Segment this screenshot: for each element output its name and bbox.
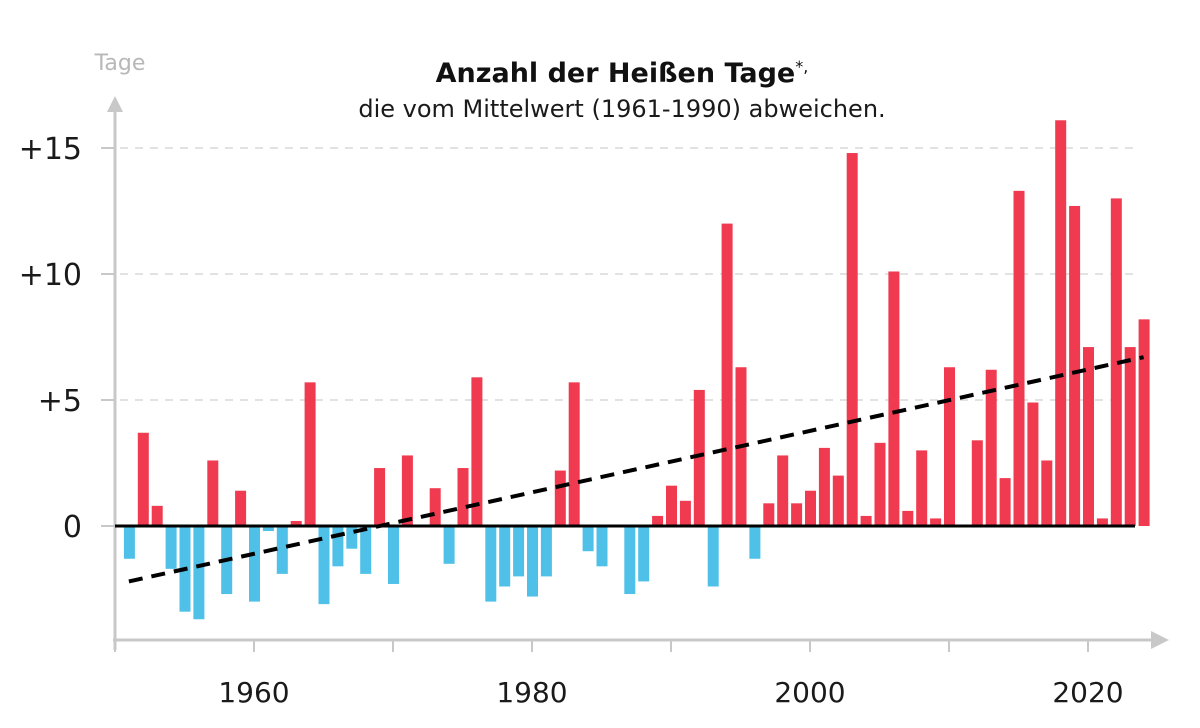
y-tick-label-5: +5 [38, 384, 82, 419]
bar-1969 [374, 468, 386, 526]
bar-2020 [1083, 347, 1094, 526]
bar-2006 [888, 271, 900, 526]
y-axis-label: Tage [94, 51, 146, 76]
bar-1975 [457, 468, 469, 526]
bar-1993 [707, 526, 719, 587]
bar-1980 [527, 526, 538, 597]
y-tick-label-0: 0 [63, 510, 82, 545]
trend-line [128, 355, 1145, 584]
bar-1990 [666, 485, 677, 526]
bar-1977 [485, 526, 497, 602]
y-axis-arrow-icon [107, 96, 123, 112]
bar-1978 [499, 526, 511, 587]
bar-1999 [791, 503, 803, 526]
x-axis-arrow-icon [1151, 631, 1169, 649]
bar-1965 [318, 526, 330, 605]
gridlines [105, 147, 1140, 401]
bar-1976 [471, 377, 483, 526]
chart-title: Anzahl der Heißen Tage*, [436, 57, 809, 89]
bar-1987 [624, 526, 636, 595]
bars [123, 120, 1150, 620]
bar-1985 [596, 526, 608, 567]
bar-1952 [137, 432, 149, 526]
bar-1998 [777, 455, 789, 526]
bar-1988 [638, 526, 650, 582]
bar-2016 [1027, 402, 1039, 526]
chart-title-footnote-mark: *, [795, 57, 808, 76]
bar-2007 [902, 510, 914, 526]
bar-1991 [679, 500, 691, 526]
bar-1989 [652, 515, 664, 526]
bar-1959 [235, 490, 247, 526]
bar-1974 [443, 526, 455, 564]
bar-2004 [860, 515, 872, 526]
bar-1953 [151, 505, 163, 526]
x-tick-label-2020: 2020 [1052, 676, 1123, 709]
bar-2003 [846, 153, 858, 527]
bar-2013 [985, 369, 997, 526]
bar-1981 [540, 526, 552, 577]
bar-1968 [360, 526, 372, 574]
bar-2015 [1013, 190, 1025, 526]
y-tick-label-15: +15 [19, 132, 82, 167]
bar-1962 [276, 526, 288, 574]
bar-2012 [971, 440, 983, 526]
bar-1992 [693, 389, 705, 526]
bar-2010 [944, 367, 955, 526]
bar-1970 [388, 526, 399, 584]
bar-2017 [1041, 460, 1053, 526]
bar-1971 [401, 455, 413, 526]
x-tick-label-1960: 1960 [218, 676, 289, 709]
chart-title-text: Anzahl der Heißen Tage [436, 58, 796, 89]
bar-2023 [1124, 347, 1136, 526]
bar-1956 [193, 526, 205, 620]
bar-1966 [332, 526, 344, 567]
bar-1961 [262, 526, 274, 532]
bar-2009 [930, 518, 942, 526]
bar-1967 [346, 526, 358, 549]
bar-1984 [582, 526, 594, 552]
bar-1996 [749, 526, 761, 559]
bar-1979 [513, 526, 525, 577]
bar-2014 [999, 478, 1011, 526]
bar-2024 [1138, 319, 1150, 526]
x-tick-label-2000: 2000 [774, 676, 845, 709]
x-tick-label-1980: 1980 [496, 676, 567, 709]
bar-2018 [1055, 120, 1067, 526]
bar-1954 [165, 526, 177, 569]
bar-1982 [554, 470, 566, 526]
bar-2005 [874, 442, 886, 526]
bar-2019 [1069, 205, 1081, 526]
chart-subtitle: die vom Mittelwert (1961-1990) abweichen… [358, 95, 885, 123]
bar-1963 [290, 520, 302, 526]
bar-1983 [568, 382, 580, 526]
bar-2002 [832, 475, 844, 526]
bar-1973 [429, 488, 441, 526]
bar-2021 [1096, 518, 1108, 526]
bar-1957 [207, 460, 219, 526]
bar-2000 [805, 490, 816, 526]
bar-1994 [721, 223, 733, 526]
bar-1964 [304, 382, 316, 526]
bar-1960 [249, 526, 260, 602]
axes [107, 96, 1169, 650]
bar-2008 [916, 450, 928, 526]
bar-2001 [818, 447, 830, 526]
bar-1951 [123, 526, 135, 559]
tick-labels: 1960 1980 2000 2020 0 +5 +10 +15 [19, 132, 1124, 709]
bar-2022 [1110, 198, 1122, 526]
y-tick-label-10: +10 [19, 258, 82, 293]
bar-1997 [763, 503, 775, 526]
